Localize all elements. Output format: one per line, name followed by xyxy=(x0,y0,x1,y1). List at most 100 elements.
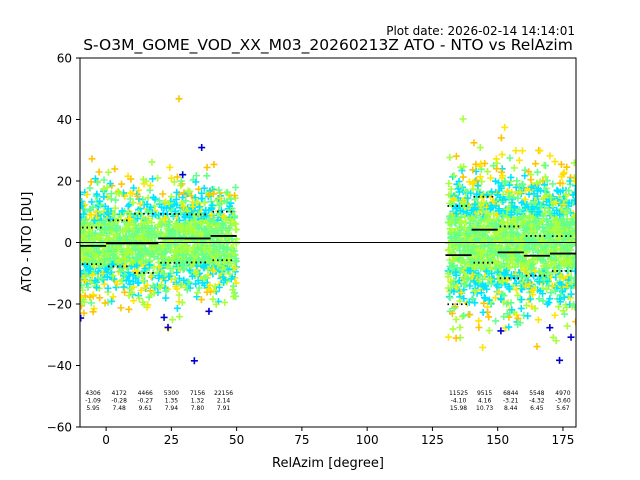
scatter-point xyxy=(510,164,518,172)
scatter-point xyxy=(499,278,507,286)
scatter-point xyxy=(200,264,208,272)
scatter-point xyxy=(184,187,192,195)
scatter-point xyxy=(173,269,181,277)
scatter-point xyxy=(545,282,553,290)
scatter-point xyxy=(85,232,93,240)
scatter-point xyxy=(463,188,471,196)
scatter-point xyxy=(526,280,534,288)
scatter-point xyxy=(450,172,458,180)
scatter-point xyxy=(111,165,119,173)
scatter-point xyxy=(497,327,505,335)
scatter-point xyxy=(455,188,463,196)
scatter-point xyxy=(498,181,506,189)
scatter-point xyxy=(230,292,238,300)
scatter-point xyxy=(177,257,185,265)
scatter-point xyxy=(484,168,492,176)
scatter-point xyxy=(189,227,197,235)
scatter-point xyxy=(189,203,197,211)
scatter-point xyxy=(164,242,172,250)
x-tick-label: 50 xyxy=(229,433,244,447)
scatter-point xyxy=(557,272,565,280)
scatter-point xyxy=(516,182,524,190)
scatter-point xyxy=(155,221,163,229)
scatter-point xyxy=(503,187,511,195)
scatter-point xyxy=(190,357,198,365)
scatter-point xyxy=(554,236,562,244)
bin-std-label: 10.73 xyxy=(476,405,493,412)
scatter-point xyxy=(227,219,235,227)
scatter-point xyxy=(86,184,94,192)
scatter-point xyxy=(85,246,93,254)
scatter-point xyxy=(112,227,120,235)
scatter-point xyxy=(446,262,454,270)
scatter-point xyxy=(171,240,179,248)
scatter-point xyxy=(505,181,513,189)
scatter-point xyxy=(116,234,124,242)
scatter-point xyxy=(175,291,183,299)
scatter-point xyxy=(87,178,95,186)
scatter-point xyxy=(129,199,137,207)
scatter-point xyxy=(90,217,98,225)
scatter-point xyxy=(135,186,143,194)
scatter-point xyxy=(537,202,545,210)
scatter-point xyxy=(100,207,108,215)
scatter-point xyxy=(475,323,483,331)
scatter-point xyxy=(145,261,153,269)
scatter-point xyxy=(444,333,452,341)
scatter-point xyxy=(541,173,549,181)
scatter-point xyxy=(179,251,187,259)
scatter-point xyxy=(101,299,109,307)
scatter-point xyxy=(446,294,454,302)
scatter-point xyxy=(552,198,560,206)
scatter-point xyxy=(449,325,457,333)
scatter-point xyxy=(561,229,569,237)
scatter-point xyxy=(535,295,543,303)
scatter-point xyxy=(187,192,195,200)
scatter-point xyxy=(553,220,561,228)
scatter-point xyxy=(560,293,568,301)
scatter-point xyxy=(114,222,122,230)
bin-count-label: 7156 xyxy=(190,390,205,397)
scatter-point xyxy=(146,182,154,190)
scatter-point xyxy=(98,275,106,283)
scatter-point xyxy=(107,190,115,198)
scatter-point xyxy=(535,278,543,286)
scatter-point xyxy=(195,284,203,292)
scatter-point xyxy=(492,155,500,163)
scatter-point xyxy=(80,234,86,242)
scatter-point xyxy=(485,296,493,304)
scatter-point xyxy=(86,293,94,301)
scatter-point xyxy=(497,295,505,303)
scatter-point xyxy=(466,219,474,227)
scatter-point xyxy=(510,218,518,226)
scatter-point xyxy=(500,313,508,321)
scatter-point xyxy=(158,203,166,211)
scatter-point xyxy=(487,247,495,255)
scatter-point xyxy=(536,287,544,295)
scatter-point xyxy=(500,269,508,277)
scatter-point xyxy=(218,266,226,274)
scatter-point xyxy=(171,275,179,283)
scatter-point xyxy=(469,206,477,214)
scatter-point xyxy=(503,310,511,318)
scatter-point xyxy=(191,194,199,202)
scatter-point xyxy=(525,168,533,176)
scatter-point xyxy=(447,234,455,242)
scatter-point xyxy=(173,188,181,196)
scatter-point xyxy=(221,250,229,258)
scatter-point xyxy=(497,182,505,190)
scatter-point xyxy=(214,238,222,246)
scatter-point xyxy=(533,168,541,176)
scatter-point xyxy=(179,171,187,179)
scatter-point xyxy=(566,258,574,266)
scatter-point xyxy=(469,257,477,265)
scatter-point xyxy=(539,223,547,231)
scatter-point xyxy=(210,160,218,168)
scatter-point xyxy=(491,263,499,271)
x-tick-label: 0 xyxy=(102,433,110,447)
scatter-point xyxy=(485,313,493,321)
scatter-point xyxy=(559,307,567,315)
bin-count-label: 4466 xyxy=(138,390,153,397)
scatter-point xyxy=(445,180,453,188)
scatter-point xyxy=(125,305,133,313)
